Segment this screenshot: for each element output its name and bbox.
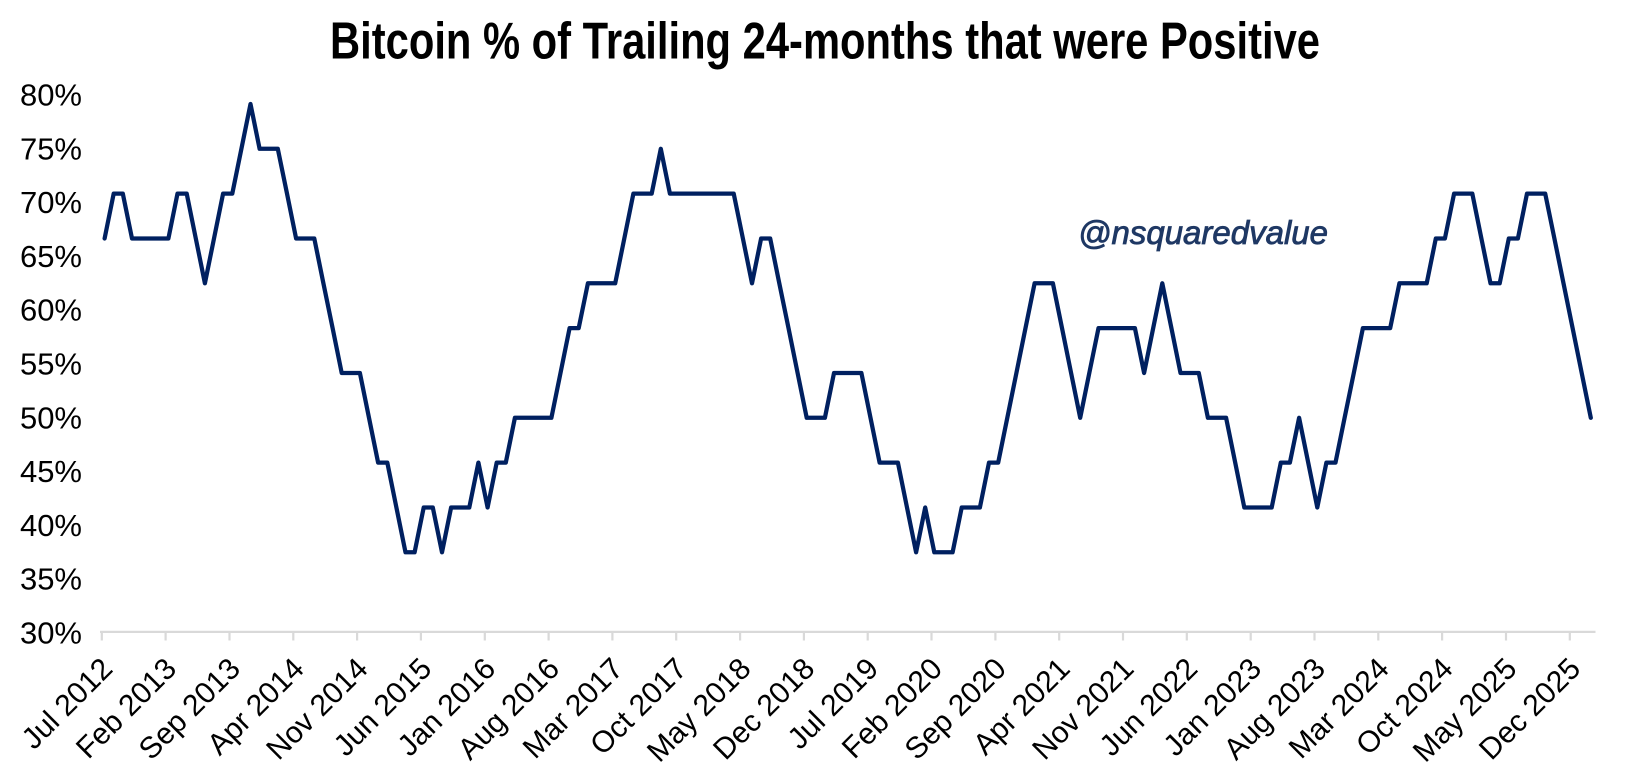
- svg-text:65%: 65%: [20, 239, 82, 274]
- svg-text:@nsquaredvalue: @nsquaredvalue: [1078, 214, 1328, 251]
- svg-text:Bitcoin % of Trailing 24-month: Bitcoin % of Trailing 24-months that wer…: [330, 13, 1320, 71]
- svg-text:30%: 30%: [20, 616, 82, 651]
- svg-text:75%: 75%: [20, 131, 82, 166]
- svg-text:55%: 55%: [20, 347, 82, 382]
- svg-text:35%: 35%: [20, 562, 82, 597]
- svg-text:50%: 50%: [20, 400, 82, 435]
- svg-text:40%: 40%: [20, 508, 82, 543]
- svg-text:80%: 80%: [20, 78, 82, 113]
- svg-text:45%: 45%: [20, 454, 82, 489]
- svg-text:70%: 70%: [20, 185, 82, 220]
- svg-text:60%: 60%: [20, 293, 82, 328]
